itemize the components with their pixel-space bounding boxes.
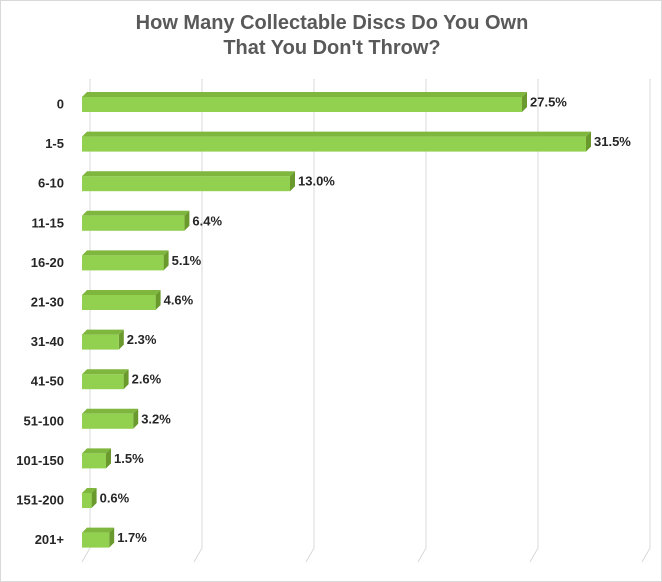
data-label: 1.5% [114, 451, 144, 466]
data-label: 4.6% [164, 293, 194, 308]
bar-top [82, 369, 129, 375]
tick-label: 0 [57, 97, 64, 112]
bar-side [106, 448, 111, 469]
bar [82, 453, 106, 469]
bar-side [184, 210, 190, 231]
data-label: 27.5% [530, 95, 567, 110]
bar-side [133, 408, 139, 429]
bar-top [82, 527, 115, 533]
gridline-floor [417, 547, 427, 563]
data-label: 2.3% [127, 332, 157, 347]
tick-label: 1-5 [45, 136, 64, 151]
bar-top [82, 210, 190, 216]
tick-label: 31-40 [31, 334, 64, 349]
bar-side [522, 92, 527, 112]
gridline-floor [641, 547, 651, 563]
data-label: 0.6% [100, 491, 130, 506]
bar-top [82, 171, 295, 177]
bar-top [82, 488, 97, 493]
bar [82, 374, 124, 390]
bar [82, 136, 586, 152]
bar [82, 97, 522, 112]
bar-side [290, 171, 295, 192]
tick-label: 101-150 [16, 453, 64, 468]
data-label: 6.4% [192, 213, 222, 228]
bar-side [155, 290, 161, 310]
bar-top [82, 250, 169, 256]
bar [82, 532, 110, 548]
gridline-floor [193, 547, 203, 563]
tick-label: 41-50 [31, 374, 64, 389]
chart-title-line-2: That You Don't Throw? [223, 37, 441, 59]
bar-top [82, 448, 111, 454]
data-label: 1.7% [117, 530, 147, 545]
data-label: 31.5% [594, 134, 631, 149]
data-label: 13.0% [298, 174, 335, 189]
tick-label: 201+ [35, 532, 65, 547]
bar-side [123, 369, 129, 390]
chart-title: How Many Collectable Discs Do You Own Th… [1, 11, 662, 61]
bar-top [82, 131, 591, 137]
tick-label: 51-100 [24, 413, 64, 428]
bar-top [82, 92, 527, 97]
chart-title-line-1: How Many Collectable Discs Do You Own [135, 12, 529, 34]
data-label: 5.1% [172, 253, 202, 268]
tick-label: 16-20 [31, 255, 64, 270]
data-label: 2.6% [132, 372, 162, 387]
bar-side [109, 527, 115, 548]
tick-label: 151-200 [16, 493, 64, 508]
bar-side [91, 488, 97, 508]
bar [82, 413, 134, 429]
bar-top [82, 329, 124, 335]
bar [82, 255, 164, 271]
bar [82, 493, 92, 508]
bar-side [163, 250, 169, 271]
bar [82, 334, 119, 350]
bar-side [586, 131, 591, 152]
bar [82, 215, 185, 231]
gridline-floor [529, 547, 539, 563]
bar-side [118, 329, 124, 350]
tick-label: 21-30 [31, 295, 64, 310]
gridline-floor [81, 547, 91, 563]
bar [82, 176, 290, 192]
data-label: 3.2% [141, 411, 171, 426]
bar [82, 295, 156, 310]
bar-top [82, 290, 161, 295]
tick-label: 6-10 [38, 176, 64, 191]
bar-top [82, 408, 139, 414]
gridline-floor [305, 547, 315, 563]
tick-label: 11-15 [31, 215, 64, 230]
